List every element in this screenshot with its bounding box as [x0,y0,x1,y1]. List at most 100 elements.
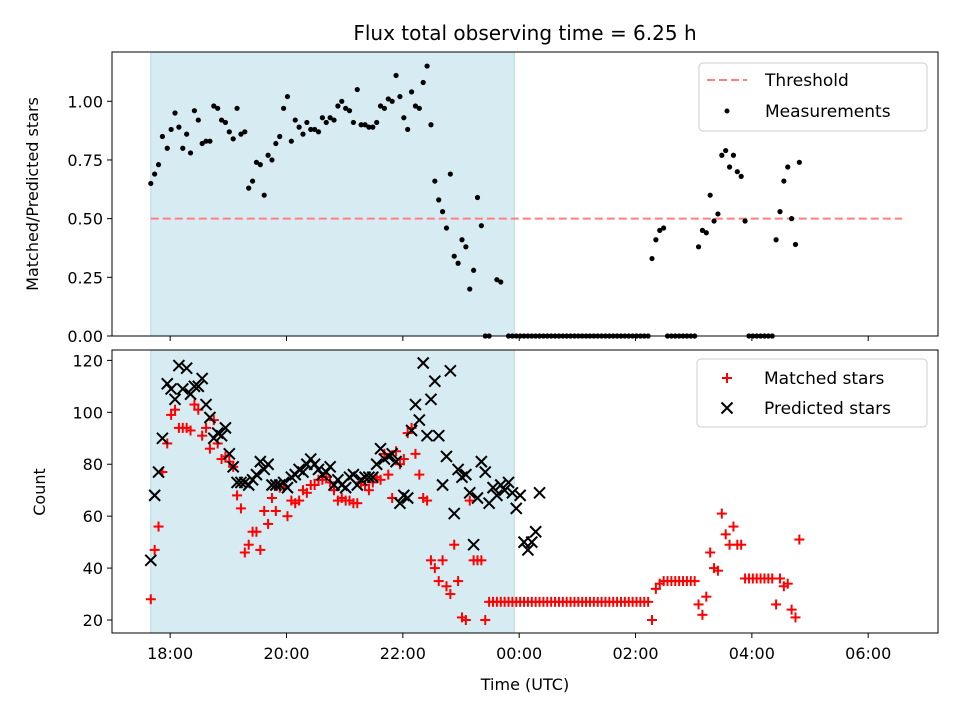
matched-point [774,573,785,584]
matched-point [204,443,215,454]
measurement-point [405,126,411,133]
measurement-point [792,241,799,248]
matched-point [153,521,164,532]
predicted-point [416,356,430,370]
predicted-point [506,486,519,500]
measurement-point [226,129,232,135]
measurement-point [389,98,395,104]
y-tick-label: 40 [83,559,103,578]
measurement-point [168,126,174,133]
matched-point [429,563,440,574]
legend-matched-marker [722,373,732,383]
matched-point [647,615,658,626]
measurement-point [152,171,158,177]
measurement-point [265,152,271,158]
predicted-point [529,525,542,538]
matched-point [197,430,208,441]
predicted-point [281,481,294,494]
measurement-point [346,108,353,114]
measurement-point [412,103,419,109]
predicted-point [195,372,209,385]
measurement-point [393,72,399,79]
measurement-point [269,157,275,163]
legend-predicted-swatch [720,401,734,415]
measurement-point [246,185,252,191]
measurement-point [187,150,194,156]
y-tick-label: 120 [72,351,103,370]
measurement-point [428,122,434,128]
predicted-point [144,554,157,567]
y-tick-label: 80 [83,455,103,474]
predicted-point [490,489,504,502]
y-tick-label: 100 [72,403,103,422]
measurement-point [707,192,713,198]
top-y-axis-label: Matched/Predicted stars [23,97,42,291]
measurement-point [738,173,744,179]
measurement-point [172,110,178,116]
legend-predicted-marker [720,401,734,415]
predicted-point [172,359,186,372]
matched-point [697,609,708,620]
top-y-ticks: 0.00 0.25 0.50 0.75 1.00 [67,92,112,346]
measurement-point [370,124,376,130]
matched-point [720,529,731,540]
measurement-point [726,164,733,170]
matched-point [398,454,409,465]
predicted-point [389,455,403,468]
matched-point [716,508,727,519]
matched-point [736,539,747,550]
measurement-point [657,227,663,233]
measurement-point [273,140,279,147]
measurement-point [742,218,748,224]
predicted-point [525,535,538,549]
matched-point [705,547,716,558]
measurement-point [261,192,267,198]
matched-point [255,544,266,555]
y-tick-label: 0.25 [67,268,103,287]
measurement-point [715,211,721,217]
matched-point [352,498,363,509]
matched-point [650,583,661,594]
predicted-point [176,382,189,396]
matched-point [166,409,177,420]
measurement-point [498,279,504,285]
matched-point [201,422,212,433]
measurement-point [308,126,314,133]
predicted-point [219,421,232,435]
matched-points [145,399,805,626]
measurement-point [339,98,345,104]
matched-point [232,490,243,501]
predicted-point [451,463,465,476]
measurement-point [459,237,465,243]
predicted-point [180,361,193,375]
legend-predicted-label: Predicted stars [764,399,891,419]
matched-point [149,544,160,555]
matched-point [239,547,250,558]
matched-point [701,591,712,602]
measurement-point [796,159,802,165]
measurement-point [711,218,717,224]
predicted-point [463,486,476,500]
predicted-point [401,491,414,505]
matched-point [689,576,700,587]
matched-point [243,539,254,550]
measurement-point [230,136,236,142]
predicted-point [393,496,407,510]
top-shaded-span [150,51,515,337]
measurement-point [249,178,256,184]
measurement-point [176,124,182,130]
measurement-point [184,131,190,137]
y-tick-label: 0.00 [67,327,103,346]
measurement-point [463,244,469,250]
predicted-point [502,476,515,489]
matched-point [449,539,460,550]
measurement-point [730,152,737,158]
matched-point [425,555,436,566]
matched-point [235,503,246,514]
measurement-point [315,129,322,135]
matched-point [410,448,421,459]
measurement-point [199,140,205,147]
matched-point [363,485,374,496]
legend-matched-swatch [722,373,732,383]
measurement-point [699,227,706,233]
